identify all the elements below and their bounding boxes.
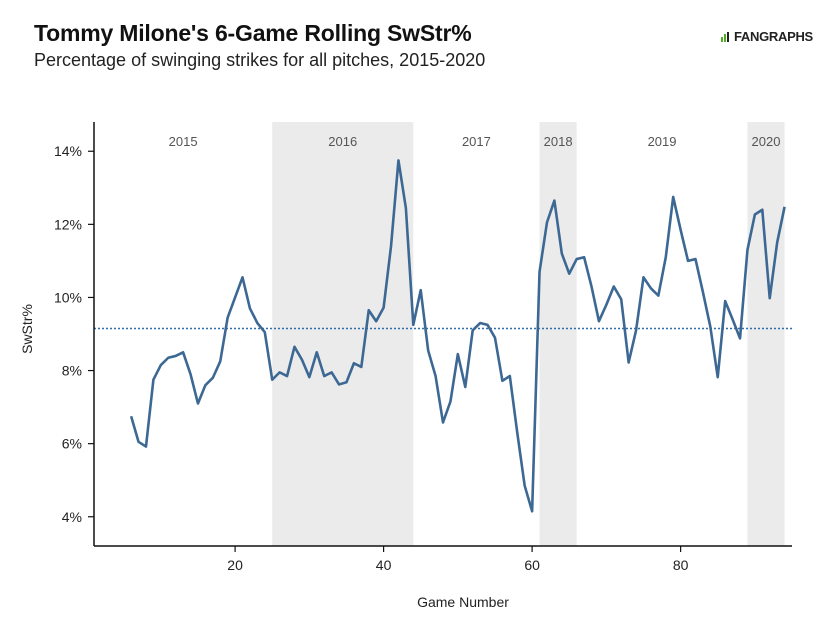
- season-label-2020: 2020: [752, 134, 781, 149]
- y-tick-label: 6%: [62, 436, 82, 452]
- season-band-2016: [272, 122, 414, 546]
- season-label-2016: 2016: [328, 134, 357, 149]
- y-tick-label: 4%: [62, 509, 82, 525]
- chart-subtitle: Percentage of swinging strikes for all p…: [34, 50, 486, 70]
- x-axis-title: Game Number: [417, 594, 509, 610]
- x-tick-label: 40: [376, 557, 392, 573]
- season-band-2018: [539, 122, 577, 546]
- y-tick-label: 8%: [62, 363, 82, 379]
- y-tick-label: 14%: [54, 143, 82, 159]
- season-shading: [272, 122, 785, 546]
- axes-group: 4% 6% 8% 10% 12% 14% 20 40 60 80 Game Number SwStr%: [19, 122, 792, 610]
- season-label-2017: 2017: [462, 134, 491, 149]
- x-tick-label: 60: [524, 557, 540, 573]
- x-tick-label: 20: [227, 557, 243, 573]
- season-label-2018: 2018: [544, 134, 573, 149]
- labels-group: 2015 2016 2017 2018 2019 2020: [169, 134, 781, 149]
- y-axis-title: SwStr%: [19, 304, 35, 354]
- series-line-0: [129, 159, 786, 513]
- series-group: [129, 159, 786, 513]
- y-tick-label: 10%: [54, 289, 82, 305]
- season-label-2015: 2015: [169, 134, 198, 149]
- fangraphs-logo[interactable]: FANGRAPHS: [720, 29, 813, 44]
- chart-title: Tommy Milone's 6-Game Rolling SwStr%: [34, 20, 472, 46]
- logo-text: FANGRAPHS: [734, 29, 813, 44]
- y-tick-label: 12%: [54, 216, 82, 232]
- fangraphs-logo-icon: [721, 31, 729, 42]
- x-tick-label: 80: [673, 557, 689, 573]
- season-band-2020: [747, 122, 785, 546]
- season-label-2019: 2019: [648, 134, 677, 149]
